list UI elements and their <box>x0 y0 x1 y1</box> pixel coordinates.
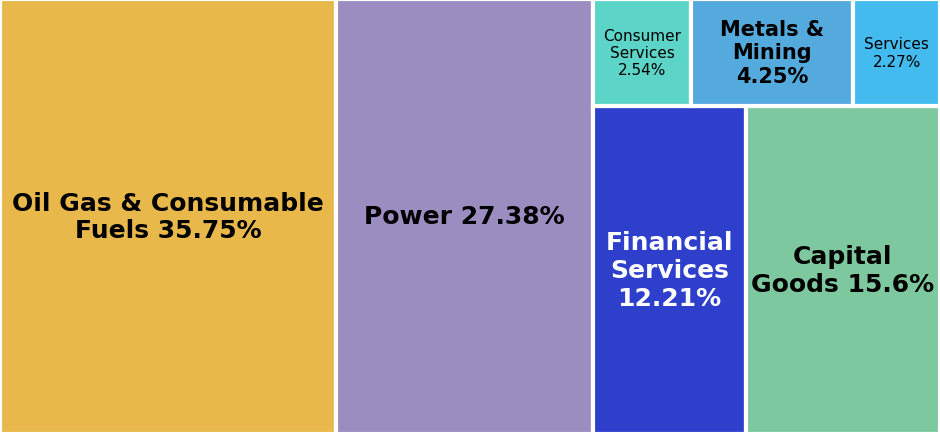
Text: Power 27.38%: Power 27.38% <box>365 205 565 229</box>
FancyBboxPatch shape <box>854 0 940 107</box>
Text: Oil Gas & Consumable
Fuels 35.75%: Oil Gas & Consumable Fuels 35.75% <box>12 191 324 243</box>
FancyBboxPatch shape <box>593 0 691 107</box>
FancyBboxPatch shape <box>593 107 745 434</box>
Text: Financial
Services
12.21%: Financial Services 12.21% <box>605 230 733 310</box>
FancyBboxPatch shape <box>0 0 337 434</box>
FancyBboxPatch shape <box>691 0 854 107</box>
FancyBboxPatch shape <box>745 107 940 434</box>
FancyBboxPatch shape <box>337 0 593 434</box>
Text: Consumer
Services
2.54%: Consumer Services 2.54% <box>603 29 681 78</box>
Text: Services
2.27%: Services 2.27% <box>864 37 929 69</box>
Text: Metals &
Mining
4.25%: Metals & Mining 4.25% <box>720 20 824 86</box>
Text: Capital
Goods 15.6%: Capital Goods 15.6% <box>751 244 934 296</box>
